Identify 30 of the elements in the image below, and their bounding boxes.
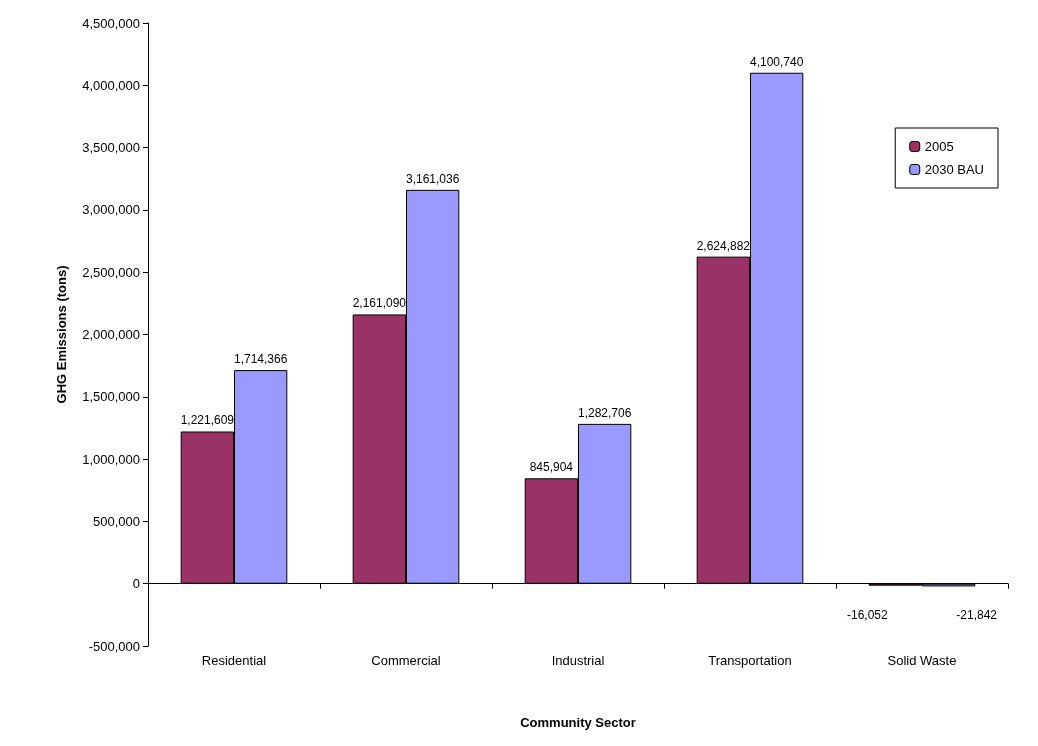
y-tick-label: 2,500,000 bbox=[82, 264, 140, 280]
x-axis-title: Community Sector bbox=[520, 715, 636, 730]
legend-label: 2005 bbox=[924, 139, 954, 154]
x-tick-label: Residential bbox=[201, 653, 267, 668]
legend-label: 2030 BAU bbox=[924, 162, 984, 177]
data-label: -21,842 bbox=[956, 608, 998, 623]
data-label: 1,714,366 bbox=[233, 352, 288, 367]
x-tick-label: Transportation bbox=[708, 653, 792, 668]
y-tick-label: 500,000 bbox=[93, 513, 140, 529]
y-tick-label: 1,000,000 bbox=[82, 451, 140, 467]
y-tick-label: 3,000,000 bbox=[82, 202, 140, 218]
x-tick-label: Commercial bbox=[371, 653, 441, 668]
y-tick-label: 1,500,000 bbox=[82, 389, 140, 405]
data-label: 845,904 bbox=[529, 460, 574, 475]
y-tick-label: 4,500,000 bbox=[82, 15, 140, 31]
data-label: 2,624,882 bbox=[696, 238, 751, 253]
data-label: -16,052 bbox=[846, 607, 889, 622]
x-tick-label: Solid Waste bbox=[887, 653, 957, 668]
y-tick-label: 0 bbox=[132, 576, 140, 592]
y-tick-label: 4,000,000 bbox=[82, 77, 140, 93]
y-tick-label: 3,500,000 bbox=[82, 140, 140, 156]
data-label: 1,282,706 bbox=[577, 405, 632, 420]
data-label: 3,161,036 bbox=[405, 171, 460, 186]
x-tick-label: Industrial bbox=[551, 653, 605, 668]
y-tick-label: -500,000 bbox=[88, 638, 140, 654]
y-tick-label: 2,000,000 bbox=[82, 327, 140, 342]
data-label: 2,161,090 bbox=[352, 296, 407, 311]
y-axis-title: GHG Emissions (tons) bbox=[54, 265, 69, 404]
data-label: 4,100,740 bbox=[749, 54, 804, 69]
data-label: 1,221,609 bbox=[180, 413, 235, 428]
